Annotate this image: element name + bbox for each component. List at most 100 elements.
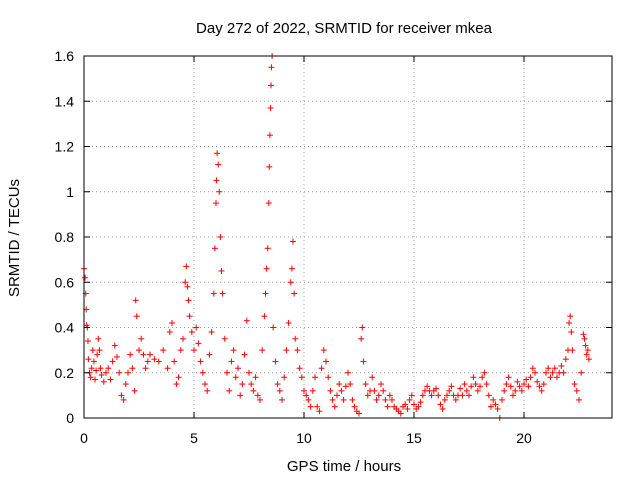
data-point	[549, 369, 556, 376]
data-point	[254, 392, 261, 399]
data-point	[85, 356, 92, 363]
data-point	[558, 362, 565, 369]
data-point	[193, 324, 200, 331]
data-point	[516, 383, 523, 390]
data-point	[133, 313, 140, 320]
data-point	[169, 319, 175, 326]
data-point	[584, 347, 591, 354]
data-point	[122, 381, 129, 388]
data-point	[120, 396, 127, 403]
axis-ticks: 0 0.2 0.4 0.6 0.8 1 1.2 1.4 1.6 0 5 10 15 20	[55, 48, 612, 446]
data-point	[292, 335, 299, 342]
data-point	[283, 347, 290, 354]
data-point	[270, 324, 277, 331]
data-point	[246, 369, 252, 376]
data-point	[585, 356, 592, 363]
data-point	[191, 347, 197, 354]
data-point	[166, 329, 173, 336]
data-point	[477, 383, 483, 390]
data-point	[571, 381, 578, 388]
data-point	[131, 387, 138, 394]
data-point	[358, 335, 365, 342]
data-point	[562, 356, 569, 363]
data-point	[263, 265, 270, 272]
data-point	[448, 383, 455, 390]
y-tick-label: 1.4	[55, 93, 75, 109]
data-point	[138, 335, 145, 342]
data-point	[261, 313, 268, 320]
data-point	[213, 177, 220, 184]
x-tick-label: 10	[296, 430, 312, 446]
data-point	[314, 403, 321, 410]
data-point	[182, 279, 189, 286]
data-point	[96, 347, 103, 354]
data-point	[371, 387, 378, 394]
data-point	[545, 365, 552, 372]
data-point	[307, 403, 314, 410]
data-point	[98, 372, 105, 379]
data-point	[452, 396, 459, 403]
data-point	[521, 381, 527, 388]
data-point	[116, 369, 123, 376]
y-tick-label: 0.8	[55, 229, 75, 245]
data-point	[268, 82, 274, 89]
data-point	[404, 405, 411, 412]
data-point	[219, 290, 226, 297]
data-point	[264, 245, 271, 252]
data-point	[415, 403, 422, 410]
data-point	[129, 365, 136, 372]
data-point	[518, 387, 525, 394]
data-point	[243, 317, 250, 324]
data-point	[428, 392, 435, 399]
data-point	[375, 392, 382, 399]
data-point	[100, 378, 107, 385]
data-point	[492, 401, 499, 408]
data-point	[417, 399, 424, 406]
data-point	[316, 408, 323, 415]
data-point	[296, 365, 303, 372]
data-point	[95, 335, 102, 342]
data-point	[345, 369, 351, 376]
data-point	[327, 387, 334, 394]
data-point	[171, 358, 178, 365]
data-point	[386, 392, 393, 399]
data-point	[197, 358, 204, 365]
data-point	[329, 396, 336, 403]
data-point	[582, 342, 589, 349]
data-point	[532, 369, 538, 376]
data-point	[82, 274, 89, 281]
x-tick-label: 0	[80, 430, 88, 446]
data-point	[250, 387, 257, 394]
data-point	[105, 365, 112, 372]
data-point	[534, 378, 541, 385]
data-point	[459, 392, 466, 399]
data-point	[173, 381, 180, 388]
data-point	[507, 383, 514, 390]
data-point	[536, 383, 543, 390]
data-point	[183, 263, 190, 270]
data-point	[265, 200, 272, 207]
data-point	[566, 319, 573, 326]
data-point	[351, 403, 358, 410]
data-point	[164, 365, 171, 372]
data-point	[202, 381, 208, 388]
data-point	[373, 396, 380, 403]
data-point	[262, 290, 269, 297]
data-point	[217, 234, 224, 240]
data-point	[468, 383, 475, 390]
data-point	[331, 403, 338, 410]
data-point	[481, 369, 488, 376]
data-point	[525, 383, 532, 390]
data-point	[267, 105, 274, 112]
data-point	[424, 383, 431, 390]
data-point	[397, 410, 404, 417]
data-point	[362, 381, 369, 388]
data-point	[437, 401, 444, 408]
data-point	[290, 238, 296, 245]
x-tick-label: 20	[516, 430, 532, 446]
data-point	[276, 387, 283, 394]
y-tick-label: 1.6	[55, 48, 75, 64]
data-point	[214, 150, 221, 157]
data-point	[206, 351, 213, 358]
